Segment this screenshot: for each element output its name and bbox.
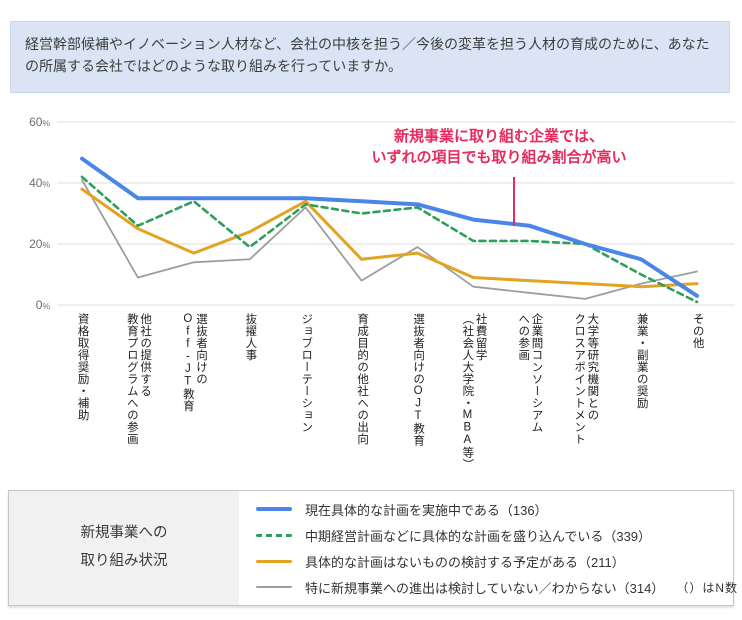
x-category-label: 資格取得奨励・補助: [76, 313, 89, 421]
x-category-label: 育成目的の他社への出向: [356, 313, 369, 445]
legend-item: 具体的な計画はないものの検討する予定がある（211）: [256, 548, 738, 574]
legend-swatch-solid-line: [256, 559, 292, 563]
x-category-label: 兼業・副業の奨励: [635, 313, 648, 409]
series-line-2: [80, 187, 699, 289]
legend-title-panel: 新規事業への 取り組み状況: [9, 491, 239, 605]
x-category-label: その他: [691, 313, 704, 349]
annotation-leader-line: [513, 177, 515, 226]
legend-item: 中期経営計画などに具体的な計画を盛り込んでいる（339）: [256, 522, 738, 548]
legend-label: 特に新規事業への進出は検討していない／わからない（314）: [305, 580, 665, 596]
survey-question-box: 経営幹部候補やイノベーション人材など、会社の中核を担う／今後の変革を担う人材の育…: [10, 21, 730, 93]
x-category-label: 選抜者向けのOJT教育: [412, 313, 425, 447]
chart-annotation-line2: いずれの項目でも取り組み割合が高い: [371, 149, 627, 167]
legend-label: 中期経営計画などに具体的な計画を盛り込んでいる（339）: [305, 528, 652, 544]
chart-area: 0% 20% 40% 60% 新規事業に取り組む企業では、 いずれの項目でも取り組み割…: [0, 96, 742, 490]
x-category-label: 選抜者向けの Off-JT教育: [181, 313, 208, 412]
legend-items: 現在具体的な計画を実施中である（136） 中期経営計画などに具体的な計画を盛り込ん…: [239, 491, 738, 605]
x-category-label: 抜擢人事: [244, 313, 257, 361]
x-category-label: 他社の提供する 教育プログラムへの参画: [125, 313, 152, 445]
legend-title-line1: 新規事業への: [80, 525, 168, 542]
x-category-label: 大学等研究機関との クロスアポイントメント: [573, 313, 599, 445]
legend-swatch-solid-line: [256, 507, 292, 511]
series-line-3: [81, 179, 698, 300]
legend-swatch-solid-line: [256, 586, 292, 588]
y-tick-label: 20%: [29, 237, 50, 251]
y-tick-label: 0%: [36, 298, 51, 312]
chart-annotation-line1: 新規事業に取り組む企業では、: [393, 128, 604, 145]
legend-item: 特に新規事業への進出は検討していない／わからない（314） （）はN数: [256, 574, 738, 600]
legend-swatch-dashed-line: [256, 533, 292, 537]
line-chart: 0% 20% 40% 60%: [29, 115, 735, 312]
legend-n-note: （）はN数: [676, 580, 738, 595]
legend-label: 具体的な計画はないものの検討する予定がある（211）: [305, 554, 625, 570]
series-line-1: [80, 175, 699, 304]
legend-title-line2: 取り組み状況: [80, 553, 168, 569]
y-tick-label: 40%: [29, 176, 50, 190]
legend-item: 現在具体的な計画を実施中である（136）: [256, 496, 738, 522]
survey-question-text: 経営幹部候補やイノベーション人材など、会社の中核を担う／今後の変革を担う人材の育…: [25, 36, 710, 75]
x-category-label: ジョブローテーション: [300, 313, 313, 433]
legend-box: 新規事業への 取り組み状況 現在具体的な計画を実施中である（136） 中期経営計画…: [8, 490, 737, 606]
series-line-0: [80, 156, 699, 298]
legend-label: 現在具体的な計画を実施中である（136）: [305, 502, 548, 518]
chart-annotation: 新規事業に取り組む企業では、 いずれの項目でも取り組み割合が高い: [334, 126, 664, 169]
x-category-label: 社費留学 （社会人大学院・MBA等）: [461, 313, 487, 471]
y-tick-label: 60%: [29, 115, 50, 129]
x-category-label: 企業間コンソーシアム への参画: [517, 313, 543, 433]
